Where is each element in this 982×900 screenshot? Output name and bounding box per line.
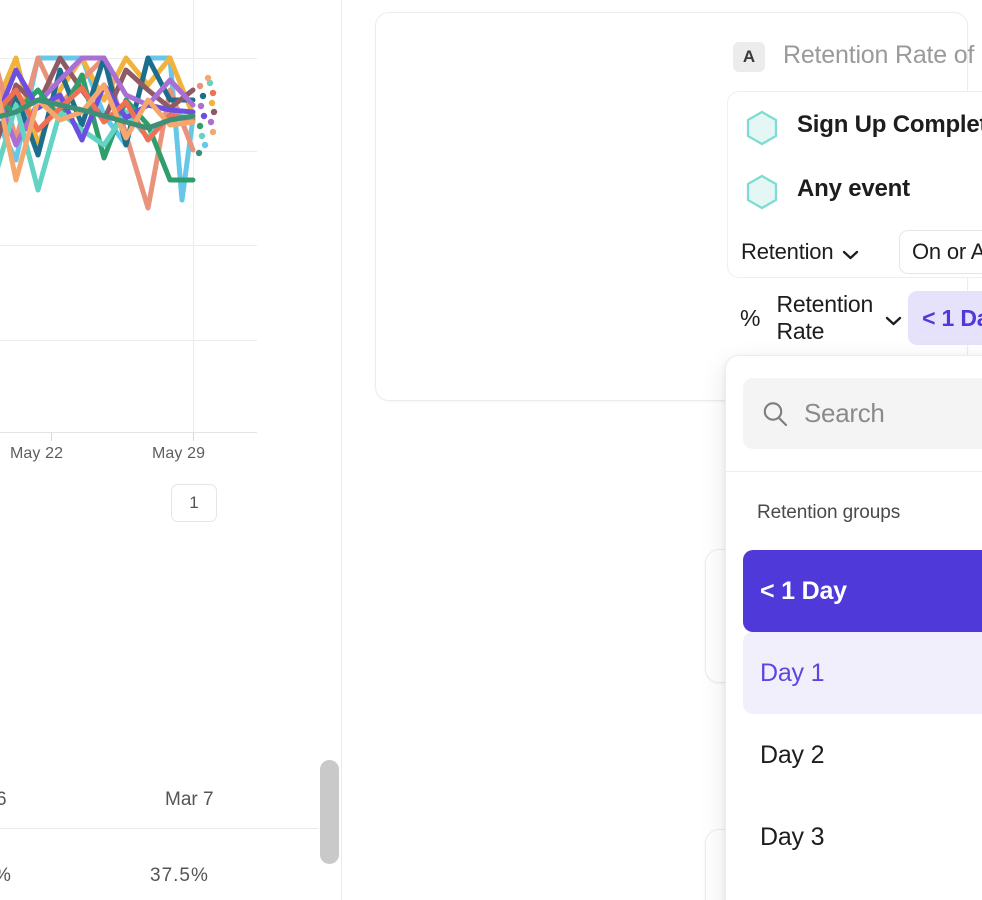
dropdown-option-day-3[interactable]: Day 3 [760, 822, 825, 851]
query-title[interactable]: Retention Rate of Sign Up Compl... [783, 41, 982, 69]
dropdown-option-lt-1-day[interactable]: < 1 Day [743, 550, 982, 632]
step-1-row[interactable]: Sign Up Completed then [797, 111, 982, 139]
chart-panel: May 22 May 29 1 6 Mar 7 % 37.5% [0, 0, 342, 900]
control-retention-label: Retention [741, 239, 834, 264]
table-cell-value: 37.5% [150, 865, 209, 886]
projection-dots [195, 74, 218, 157]
chevron-down-icon[interactable] [885, 313, 902, 326]
x-axis-line [0, 432, 257, 433]
percent-symbol: % [740, 304, 761, 331]
dropdown-option-day-1[interactable]: Day 1 [743, 632, 982, 714]
dropdown-divider [726, 471, 982, 472]
gridline-horizontal [0, 245, 257, 246]
dropdown-section-header: Retention groups i [726, 484, 982, 542]
query-builder-panel: A Retention Rate of Sign Up Compl... Sig… [342, 0, 982, 900]
metric-name-label[interactable]: Retention Rate [776, 291, 874, 344]
x-axis-tick [193, 433, 194, 441]
control-retention-dropdown[interactable]: Retention [741, 230, 871, 274]
hexagon-event-icon [745, 110, 779, 146]
retention-group-value: < 1 Day [922, 304, 982, 331]
panel-seam-divider [341, 0, 342, 900]
event-steps-box: Sign Up Completed then Any event Retenti… [727, 91, 982, 278]
retention-table-fragment: 6 Mar 7 % 37.5% [0, 755, 318, 900]
step-1-label: Sign Up Completed [797, 111, 982, 138]
search-input-wrapper[interactable]: Search [743, 378, 982, 449]
chart-plot-area: May 22 May 29 [0, 0, 290, 500]
table-header-fragment: 6 [0, 789, 7, 810]
table-header-date: Mar 7 [165, 789, 214, 810]
step-2-row[interactable]: Any event [797, 175, 910, 203]
table-cell-fragment: % [0, 865, 11, 887]
step-2-label: Any event [797, 175, 910, 202]
chart-page-indicator[interactable]: 1 [171, 484, 217, 522]
retention-group-dropdown: Search Retention groups i < 1 Day Day 1 … [725, 355, 982, 900]
x-axis-tick [51, 433, 52, 441]
x-axis-label-may-29: May 29 [152, 445, 206, 462]
chevron-down-icon [842, 247, 859, 260]
x-axis-label-may-22: May 22 [10, 445, 64, 462]
table-row-divider [0, 828, 318, 829]
dropdown-option-day-2[interactable]: Day 2 [760, 740, 825, 769]
dropdown-section-label: Retention groups [757, 502, 901, 523]
search-input[interactable]: Search [804, 398, 885, 428]
control-on-or-after-dropdown[interactable]: On or After [899, 230, 982, 274]
metric-letter-badge: A [733, 42, 765, 72]
retention-group-selector[interactable]: < 1 Day [908, 291, 982, 345]
gridline-horizontal [0, 340, 257, 341]
control-on-or-after-label: On or After [912, 239, 982, 264]
gridline-vertical [193, 0, 194, 433]
hexagon-event-icon [745, 174, 779, 210]
chart-series-lines [0, 55, 218, 211]
retention-line-chart: May 22 May 29 1 [0, 0, 290, 600]
metric-row: % Retention Rate < 1 Day [740, 291, 982, 345]
search-icon [760, 399, 790, 429]
vertical-scrollbar-thumb[interactable] [320, 760, 339, 864]
